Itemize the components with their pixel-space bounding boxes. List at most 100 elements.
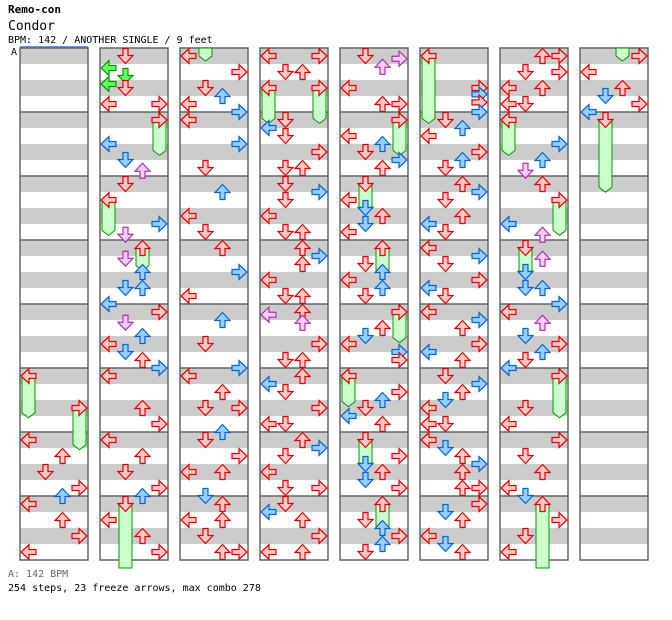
arrow-left-icon	[580, 103, 597, 121]
beat-band	[260, 80, 328, 96]
arrow-left-icon	[100, 59, 117, 77]
arrow-right-icon	[311, 399, 328, 417]
arrow-up-icon	[533, 226, 552, 243]
beat-band	[580, 336, 648, 352]
beat-band	[340, 80, 408, 96]
beat-band	[340, 112, 408, 128]
arrow-left-icon	[420, 127, 437, 145]
beat-band	[340, 208, 408, 224]
freeze-down	[598, 119, 613, 193]
column-border	[259, 47, 329, 561]
arrow-right-icon	[471, 311, 488, 329]
arrow-right-icon	[391, 111, 408, 129]
arrow-down-icon	[116, 151, 135, 169]
beat-band	[500, 368, 568, 384]
chart-column	[499, 47, 569, 569]
beat-band	[500, 272, 568, 288]
arrow-right-icon	[391, 447, 408, 465]
arrow-left-icon	[420, 279, 437, 297]
arrow-right-icon	[471, 271, 488, 289]
beat-band	[260, 496, 328, 512]
arrow-right-icon	[151, 215, 168, 233]
arrow-down-icon	[356, 471, 375, 489]
arrow-up-icon	[293, 255, 312, 273]
arrow-up-icon	[373, 207, 392, 225]
arrow-down-icon	[116, 67, 135, 85]
beat-band	[180, 208, 248, 224]
arrow-up-icon	[133, 487, 152, 505]
arrow-down-icon	[116, 495, 135, 513]
freeze-down	[118, 503, 133, 569]
beat-band	[260, 400, 328, 416]
arrow-right-icon	[231, 399, 248, 417]
freeze-up	[535, 503, 550, 569]
arrow-up-icon	[373, 279, 392, 297]
arrow-right-icon	[551, 367, 568, 385]
beat-band	[580, 80, 648, 96]
arrow-right-icon	[151, 303, 168, 321]
freeze-down	[198, 47, 213, 62]
beat-band	[20, 336, 88, 352]
arrow-right-icon	[311, 527, 328, 545]
beat-band	[20, 432, 88, 448]
arrow-right-icon	[391, 303, 408, 321]
arrow-right-icon	[471, 375, 488, 393]
arrow-left-icon	[180, 463, 197, 481]
beat-band	[180, 528, 248, 544]
arrow-up-icon	[133, 279, 152, 297]
arrow-right-icon	[551, 191, 568, 209]
arrow-down-icon	[276, 447, 295, 465]
beat-band	[180, 400, 248, 416]
beat-band	[100, 304, 168, 320]
arrow-right-icon	[311, 439, 328, 457]
arrow-up-icon	[213, 239, 232, 257]
arrow-down-icon	[276, 223, 295, 241]
beat-band	[180, 496, 248, 512]
beat-band	[580, 48, 648, 64]
beat-band	[580, 272, 648, 288]
arrow-down-icon	[596, 87, 615, 105]
arrow-left-icon	[260, 305, 277, 324]
chart-column	[339, 47, 409, 561]
beat-band	[580, 208, 648, 224]
beat-band	[420, 496, 488, 512]
beat-band	[20, 112, 88, 128]
arrow-up-icon	[533, 314, 552, 331]
beat-band	[420, 432, 488, 448]
arrow-down-icon	[276, 351, 295, 369]
arrow-down-icon	[356, 199, 375, 217]
arrow-left-icon	[420, 47, 437, 65]
arrow-left-icon	[500, 79, 517, 97]
arrow-up-icon	[133, 527, 152, 545]
arrow-right-icon	[311, 47, 328, 65]
song-title: Condor	[8, 19, 55, 34]
arrow-left-icon	[500, 303, 517, 321]
arrow-left-icon	[260, 503, 277, 521]
arrow-up-icon	[293, 314, 312, 331]
beat-band	[420, 80, 488, 96]
beat-band	[260, 464, 328, 480]
beat-band	[500, 208, 568, 224]
arrow-up-icon	[533, 175, 552, 193]
arrow-right-icon	[471, 183, 488, 201]
arrow-left-icon	[20, 367, 37, 385]
beat-band	[100, 48, 168, 64]
arrow-left-icon	[500, 479, 517, 497]
arrow-down-icon	[116, 279, 135, 297]
beat-band	[100, 496, 168, 512]
chart-column	[19, 46, 89, 561]
arrow-down-icon	[436, 535, 455, 553]
column-border	[419, 47, 489, 561]
arrow-left-icon	[340, 271, 357, 289]
arrow-right-icon	[231, 447, 248, 465]
arrow-left-icon	[260, 207, 277, 225]
beat-band	[20, 48, 88, 64]
column-border	[179, 47, 249, 561]
arrow-right-icon	[311, 247, 328, 265]
arrow-right-icon	[551, 47, 568, 65]
beat-band	[20, 208, 88, 224]
arrow-left-icon	[100, 367, 117, 385]
arrow-up-icon	[533, 279, 552, 297]
arrow-left-icon	[180, 207, 197, 225]
